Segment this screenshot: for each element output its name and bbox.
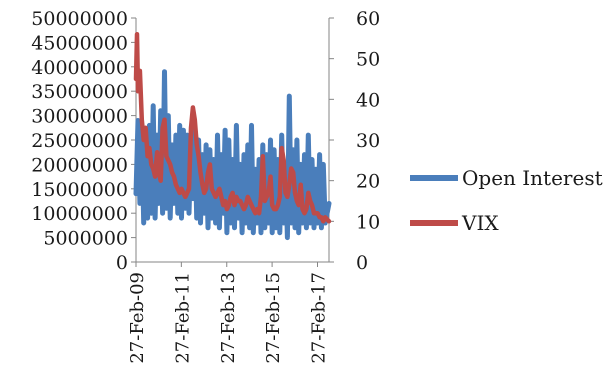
x-tick-label: 27-Feb-11 — [172, 272, 193, 364]
left-tick-label: 25000000 — [31, 130, 128, 152]
left-tick-label: 10000000 — [31, 203, 128, 225]
right-tick-label: 20 — [356, 171, 380, 193]
legend-label-vix: VIX — [461, 211, 499, 235]
plot-series — [133, 32, 332, 241]
right-tick-label: 40 — [356, 89, 380, 111]
left-tick-label: 30000000 — [31, 106, 128, 128]
legend-label-open-interest: Open Interest — [462, 166, 603, 190]
series-line-vix — [133, 32, 332, 224]
left-tick-label: 35000000 — [31, 81, 128, 103]
x-tick-label: 27-Feb-09 — [127, 272, 148, 364]
left-tick-label: 45000000 — [31, 32, 128, 54]
x-tick-label: 27-Feb-15 — [263, 272, 284, 364]
right-tick-label: 30 — [356, 130, 380, 152]
left-tick-label: 0 — [116, 252, 128, 274]
x-axis: 27-Feb-09 27-Feb-11 27-Feb-13 27-Feb-15 27-F… — [127, 261, 330, 364]
legend: Open Interest VIX — [410, 166, 603, 235]
left-tick-label: 15000000 — [31, 179, 128, 201]
right-tick-label: 0 — [356, 252, 368, 274]
left-tick-label: 40000000 — [31, 57, 128, 79]
x-tick-label: 27-Feb-13 — [218, 272, 239, 364]
right-tick-label: 10 — [356, 211, 380, 233]
right-y-axis: 0 10 20 30 40 50 60 — [328, 8, 380, 274]
x-tick-label: 27-Feb-17 — [309, 272, 330, 364]
left-tick-label: 50000000 — [31, 8, 128, 30]
right-tick-label: 60 — [356, 8, 380, 30]
right-tick-label: 50 — [356, 49, 380, 71]
left-tick-label: 5000000 — [43, 228, 128, 250]
left-tick-label: 20000000 — [31, 154, 128, 176]
